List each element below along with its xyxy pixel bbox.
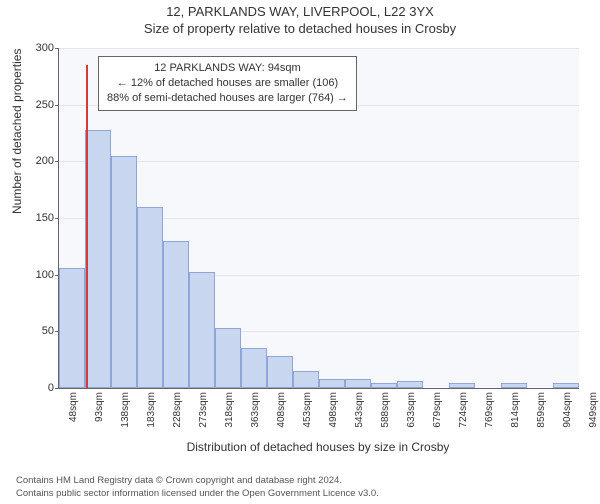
histogram-bar	[449, 383, 475, 388]
annotation-line-1: 12 PARKLANDS WAY: 94sqm	[107, 61, 348, 76]
x-tick-label: 543sqm	[354, 392, 365, 428]
y-axis-label: Number of detached properties	[10, 49, 24, 214]
x-tick-label: 633sqm	[406, 392, 417, 428]
x-tick-label: 724sqm	[458, 392, 469, 428]
histogram-bar	[111, 156, 137, 388]
x-tick-label: 48sqm	[68, 392, 79, 422]
x-tick-label: 498sqm	[328, 392, 339, 428]
x-axis-label: Distribution of detached houses by size …	[58, 440, 578, 454]
y-tick-label: 300	[28, 42, 54, 54]
y-tick-label: 50	[28, 325, 54, 337]
x-tick-label: 904sqm	[562, 392, 573, 428]
x-tick-label: 273sqm	[198, 392, 209, 428]
histogram-bar	[397, 381, 423, 388]
histogram-bar	[371, 383, 397, 388]
footer-attribution: Contains HM Land Registry data © Crown c…	[16, 475, 379, 500]
histogram-bar	[215, 328, 241, 388]
histogram-bar	[267, 356, 293, 388]
annotation-line-2: ← 12% of detached houses are smaller (10…	[107, 76, 348, 91]
histogram-bar	[59, 268, 85, 388]
x-tick-label: 814sqm	[510, 392, 521, 428]
histogram-bar	[163, 241, 189, 388]
x-tick-label: 183sqm	[146, 392, 157, 428]
x-tick-label: 859sqm	[536, 392, 547, 428]
property-marker-line	[86, 65, 88, 388]
title-line-2: Size of property relative to detached ho…	[0, 21, 600, 36]
y-tick-label: 150	[28, 212, 54, 224]
histogram-bar	[241, 348, 267, 388]
y-tick-label: 200	[28, 155, 54, 167]
x-tick-label: 408sqm	[276, 392, 287, 428]
histogram-bar	[345, 379, 371, 388]
histogram-bar	[553, 383, 579, 388]
x-tick-label: 588sqm	[380, 392, 391, 428]
y-tick-label: 250	[28, 99, 54, 111]
title-line-1: 12, PARKLANDS WAY, LIVERPOOL, L22 3YX	[0, 4, 600, 19]
histogram-bar	[293, 371, 319, 388]
x-tick-label: 138sqm	[120, 392, 131, 428]
x-tick-label: 93sqm	[94, 392, 105, 422]
y-tick-label: 0	[28, 382, 54, 394]
histogram-bar	[319, 379, 345, 388]
x-tick-label: 228sqm	[172, 392, 183, 428]
chart-area: Distribution of detached houses by size …	[58, 48, 578, 418]
y-tick-label: 100	[28, 269, 54, 281]
footer-line-2: Contains public sector information licen…	[16, 488, 379, 500]
histogram-bar	[189, 272, 215, 388]
x-tick-label: 679sqm	[432, 392, 443, 428]
x-tick-label: 363sqm	[250, 392, 261, 428]
x-tick-label: 318sqm	[224, 392, 235, 428]
x-tick-label: 453sqm	[302, 392, 313, 428]
histogram-bar	[501, 383, 527, 388]
annotation-box: 12 PARKLANDS WAY: 94sqm ← 12% of detache…	[98, 56, 357, 111]
annotation-line-3: 88% of semi-detached houses are larger (…	[107, 91, 348, 106]
x-tick-label: 769sqm	[484, 392, 495, 428]
x-tick-label: 949sqm	[588, 392, 599, 428]
histogram-bar	[85, 130, 111, 388]
footer-line-1: Contains HM Land Registry data © Crown c…	[16, 475, 379, 487]
histogram-bar	[137, 207, 163, 388]
